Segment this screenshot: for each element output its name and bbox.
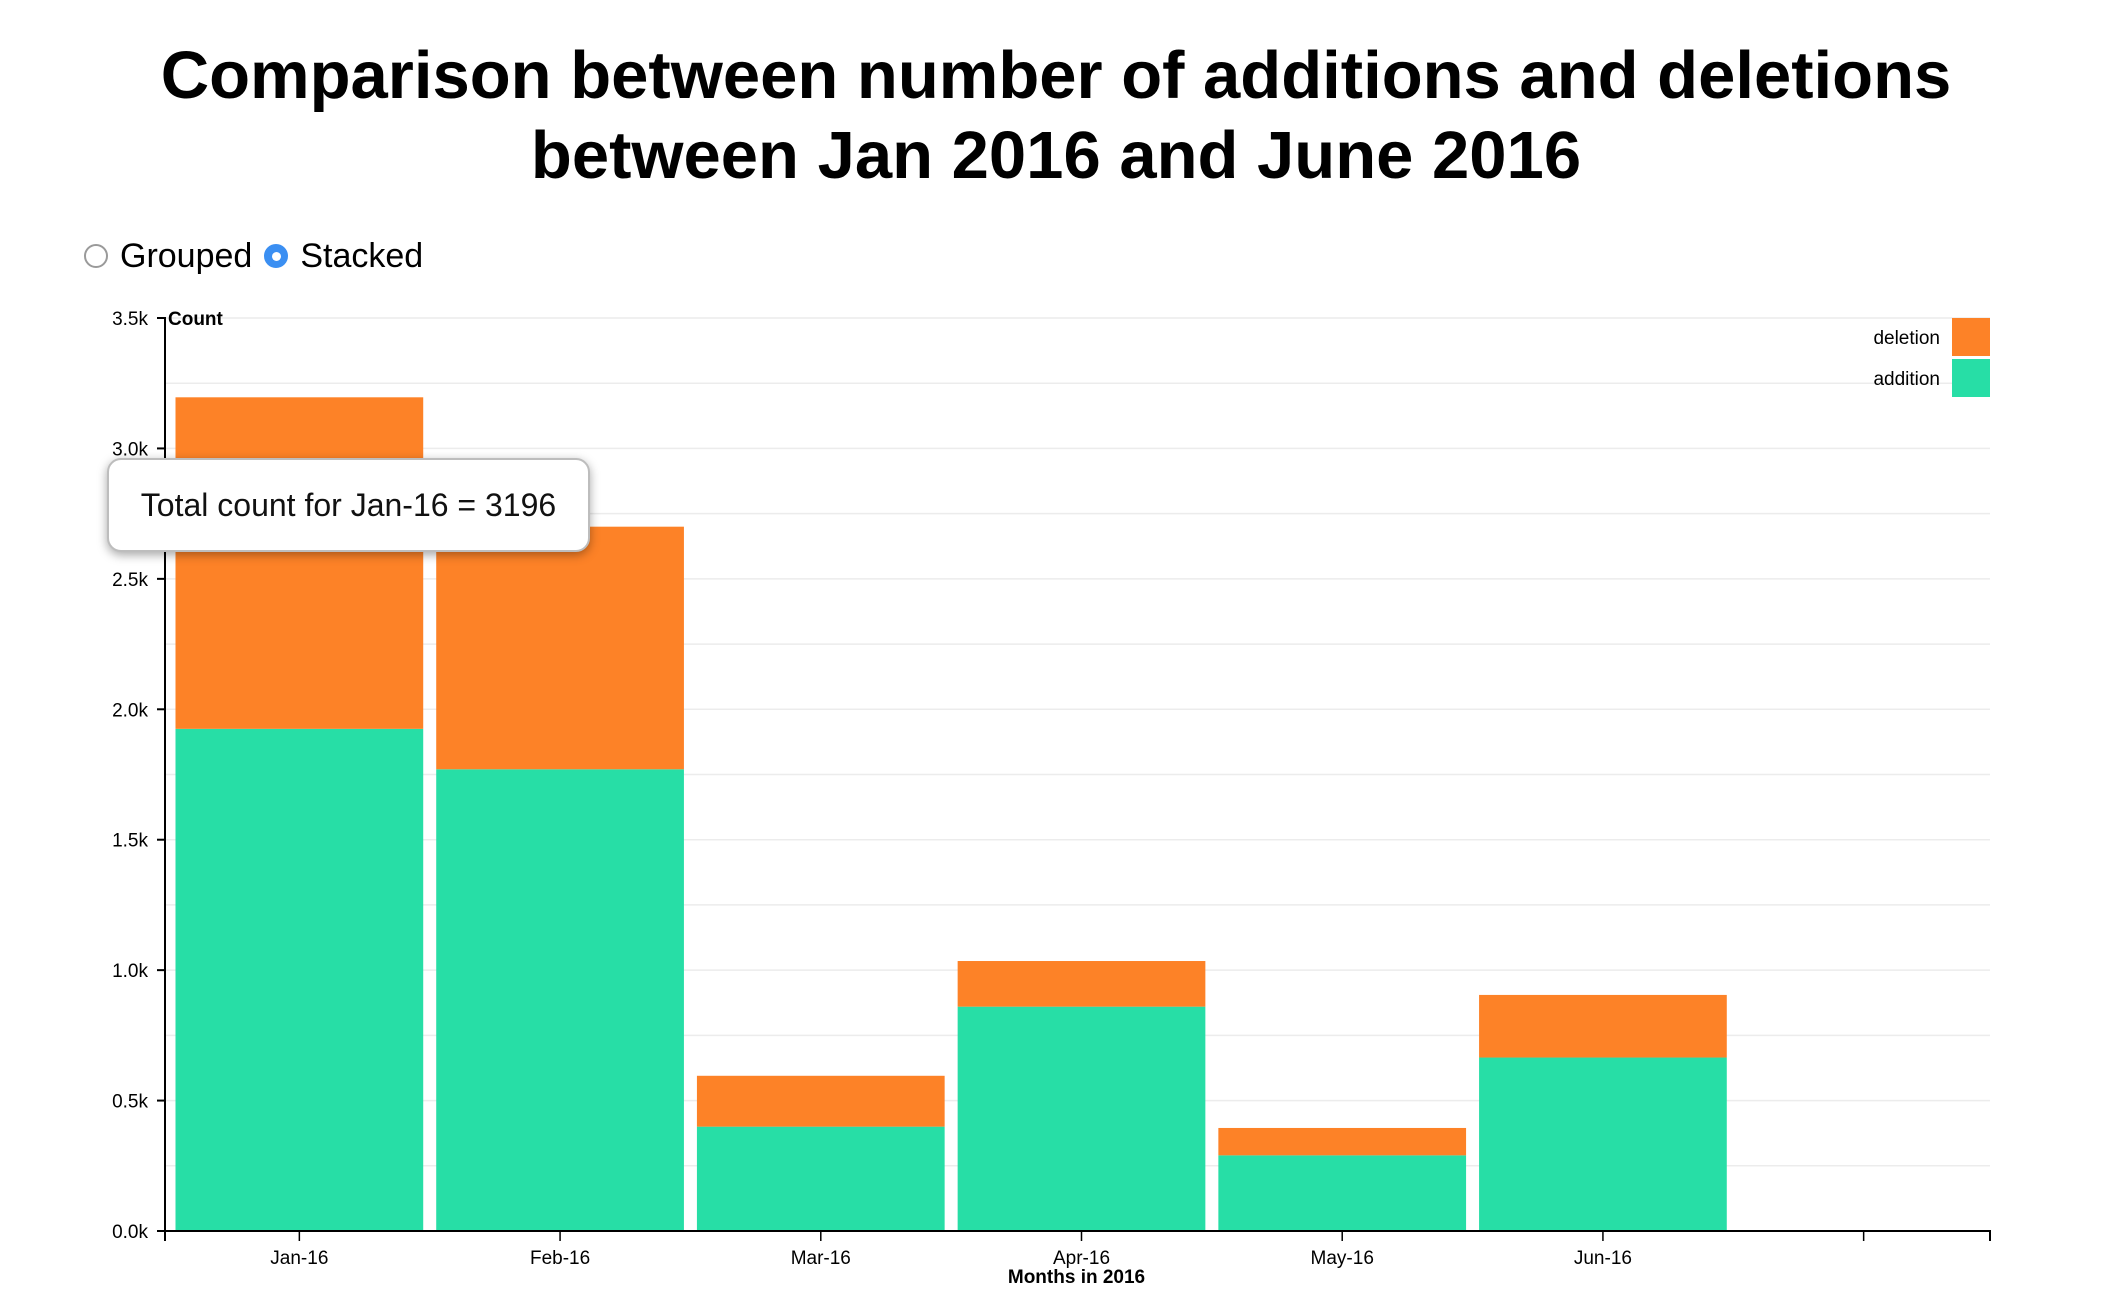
x-tick-label: Mar-16 (791, 1248, 851, 1269)
bar-addition-Feb-16 (436, 769, 684, 1231)
stacked-radio-label: Stacked (300, 236, 424, 275)
x-axis-title: Months in 2016 (1008, 1267, 1145, 1288)
y-tick-label: 0.0k (112, 1222, 148, 1243)
chart-title: Comparison between number of additions a… (0, 36, 2112, 196)
y-tick-label: 3.0k (112, 439, 148, 460)
x-tick-label: Jun-16 (1574, 1248, 1632, 1269)
bar-deletion-Jan-16 (175, 397, 424, 729)
grouped-radio-label: Grouped (120, 236, 253, 275)
stacked-radio-option[interactable]: Stacked (264, 237, 423, 276)
total-count-tooltip: Total count for Jan-16 = 3196 (107, 458, 590, 552)
x-axis-line (164, 1230, 1991, 1241)
chart-title-line-2: between Jan 2016 and June 2016 (530, 118, 1582, 193)
axes: 0.0k 0.5k 1.0k 1.5k 2.0k 2.5k 3.0k 3.5k Count Jan… (112, 309, 1991, 1288)
bar-deletion-Mar-16 (696, 1075, 945, 1127)
x-tick-label: May-16 (1311, 1248, 1374, 1269)
layout-mode-radio-group: Grouped Stacked (84, 234, 435, 278)
y-tick-label: 0.5k (112, 1092, 148, 1113)
bar-addition-Mar-16 (696, 1126, 945, 1231)
legend-swatch-deletion (1952, 318, 1990, 356)
x-tick-label: Jan-16 (270, 1248, 328, 1269)
y-tick-label: 1.5k (112, 831, 148, 852)
bar-deletion-May-16 (1218, 1127, 1467, 1156)
bar-addition-Jun-16 (1479, 1057, 1727, 1231)
y-axis-title: Count (168, 309, 224, 330)
x-tick-label: Feb-16 (530, 1248, 590, 1269)
bars (175, 397, 1727, 1231)
y-tick-label: 3.5k (112, 309, 148, 330)
grouped-radio-option[interactable]: Grouped (84, 237, 252, 276)
stacked-radio-button[interactable] (264, 244, 289, 268)
x-tick-label: Apr-16 (1053, 1248, 1110, 1269)
bar-deletion-Feb-16 (436, 526, 684, 770)
legend-label-deletion: deletion (1873, 328, 1940, 349)
bar-deletion-Jun-16 (1479, 994, 1727, 1058)
chart-title-line-1: Comparison between number of additions a… (160, 38, 1952, 113)
y-tick-label: 1.0k (112, 961, 148, 982)
legend-label-addition: addition (1873, 369, 1940, 390)
bar-addition-Apr-16 (957, 1006, 1206, 1231)
bar-addition-Jan-16 (175, 728, 424, 1231)
legend: deletion addition (1873, 318, 1990, 397)
bar-deletion-Apr-16 (957, 961, 1206, 1007)
y-axis-line (157, 317, 166, 1232)
y-tick-label: 2.0k (112, 700, 148, 721)
bar-addition-May-16 (1218, 1155, 1467, 1231)
legend-swatch-addition (1952, 359, 1990, 397)
grouped-radio-button[interactable] (84, 244, 108, 268)
y-tick-label: 2.5k (112, 570, 148, 591)
